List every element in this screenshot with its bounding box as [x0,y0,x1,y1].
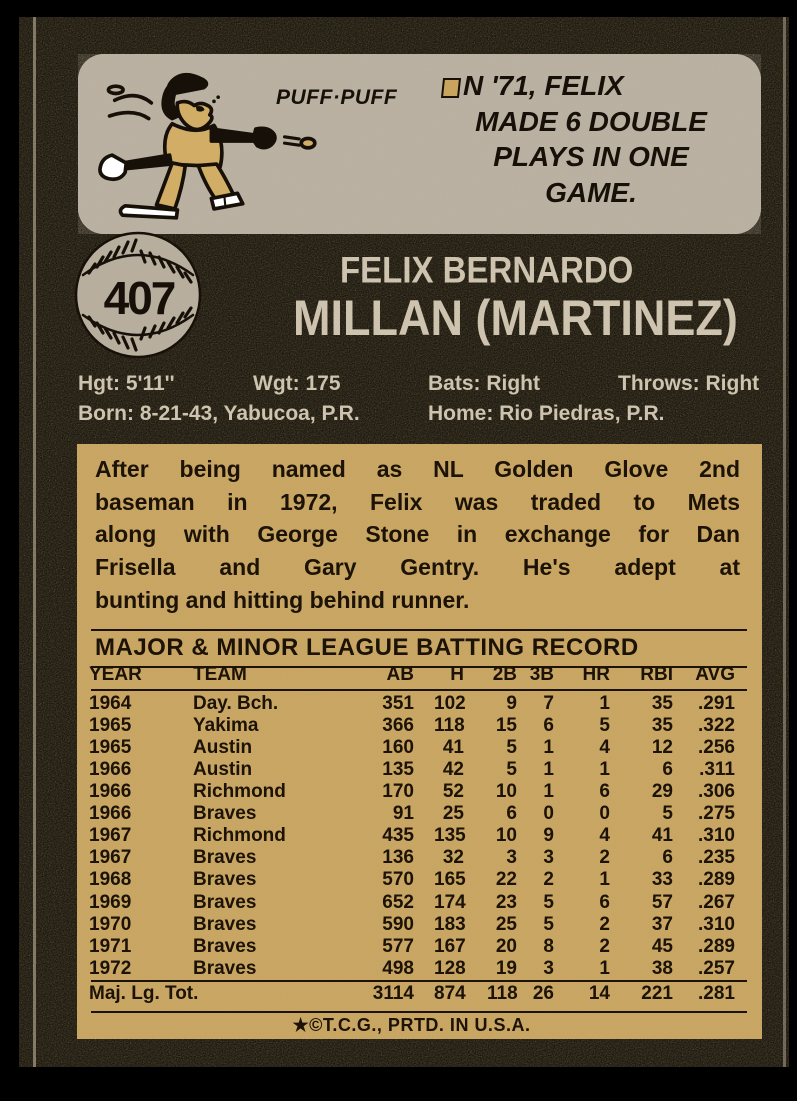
svg-text:407: 407 [104,272,175,324]
